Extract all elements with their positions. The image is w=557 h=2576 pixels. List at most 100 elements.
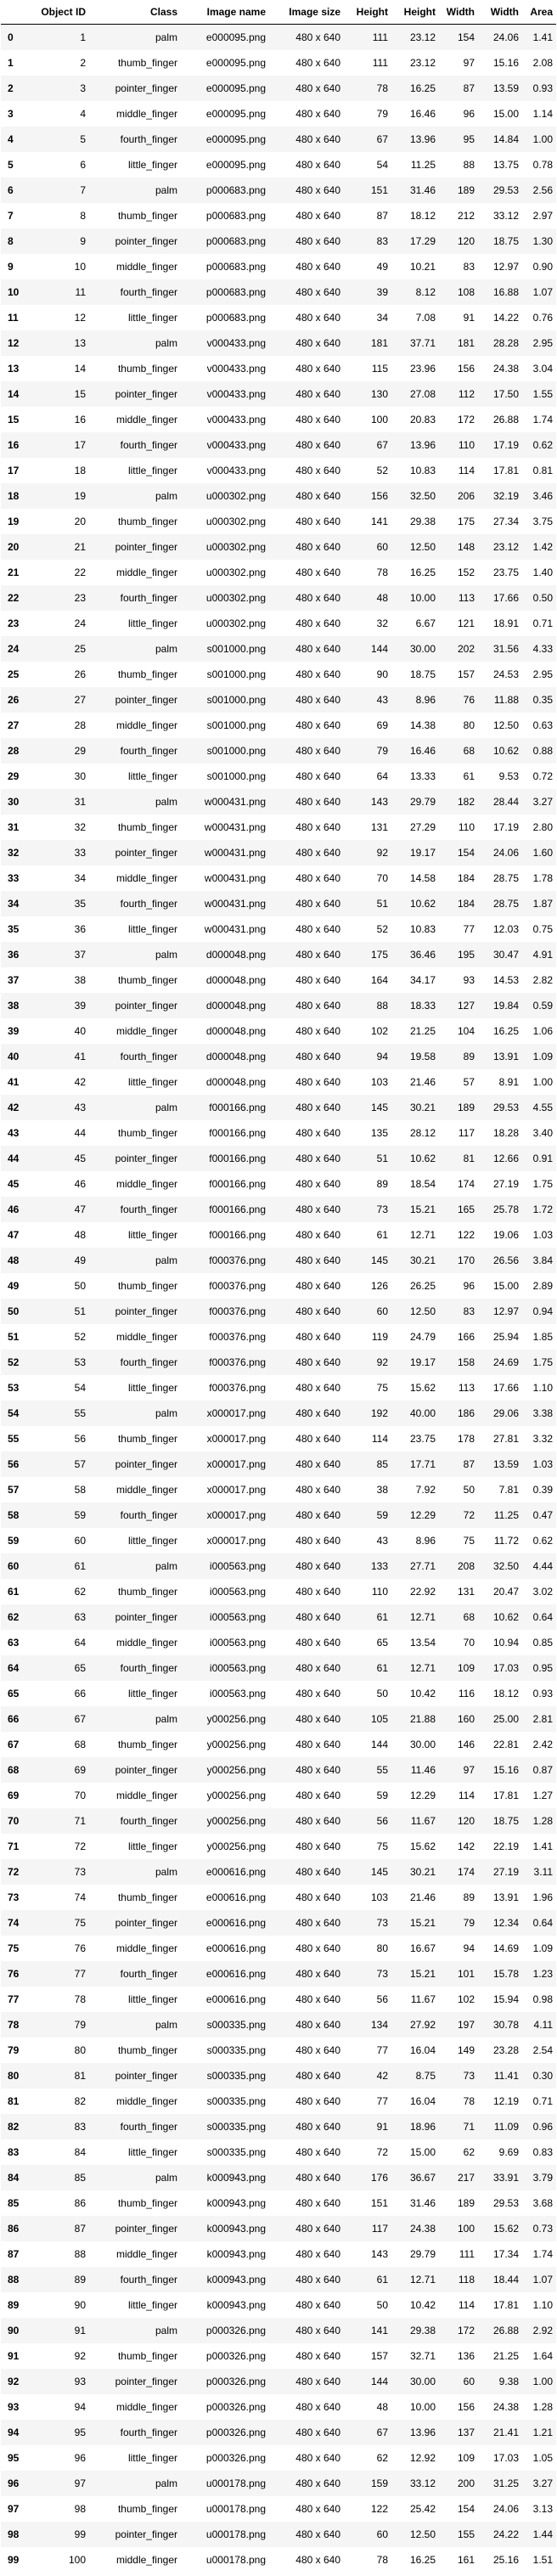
height-px-cell: 34 [376, 311, 388, 324]
area-cell: 4.55 [532, 1101, 553, 1113]
table-row: 86 87 pointer_finger k000943.png 480 x 640 11… [1, 2215, 556, 2241]
object-id-cell: 91 [74, 2324, 86, 2336]
image-name-cell: s001000.png [206, 668, 266, 680]
row-index: 89 [8, 2298, 20, 2311]
area-cell: 1.00 [532, 1075, 553, 1088]
width-pct-cell: 10.94 [492, 1636, 519, 1649]
image-name-cell: p000683.png [205, 234, 266, 247]
width-px-cell: 149 [457, 2043, 475, 2056]
height-pct-cell: 12.29 [409, 1789, 436, 1801]
area-cell: 3.46 [532, 489, 553, 502]
object-id-cell: 93 [74, 2375, 86, 2387]
image-size-cell: 480 x 640 [295, 948, 340, 961]
row-index: 87 [8, 2247, 20, 2260]
height-px-cell: 67 [376, 132, 388, 145]
width-px-cell: 109 [457, 2451, 475, 2464]
width-pct-cell: 13.59 [492, 82, 519, 94]
table-row: 34 35 fourth_finger w000431.png 480 x 640 51 1… [1, 890, 556, 916]
width-px-cell: 160 [457, 1712, 475, 1725]
row-index: 22 [8, 591, 20, 604]
row-index: 53 [8, 1381, 20, 1394]
row-index: 74 [8, 1916, 20, 1929]
width-pct-cell: 9.38 [498, 2375, 519, 2387]
class-cell: palm [155, 2018, 177, 2031]
height-pct-cell: 14.58 [409, 871, 436, 884]
height-px-cell: 130 [370, 387, 388, 400]
row-index: 31 [8, 820, 20, 833]
class-cell: fourth_finger [120, 1967, 177, 1980]
image-size-cell: 480 x 640 [295, 1152, 340, 1164]
image-name-cell: e000616.png [205, 1967, 266, 1980]
image-size-cell: 480 x 640 [295, 1483, 340, 1496]
width-px-cell: 142 [457, 1840, 475, 1852]
width-px-cell: 110 [458, 820, 475, 833]
area-cell: 1.72 [532, 1203, 553, 1215]
area-cell: 0.73 [532, 2222, 553, 2235]
height-px-cell: 75 [376, 1840, 388, 1852]
object-id-cell: 48 [74, 1228, 86, 1241]
width-px-cell: 186 [457, 1406, 475, 1419]
row-index: 79 [8, 2043, 20, 2056]
table-row: 20 21 pointer_finger u000302.png 480 x 640 60… [1, 533, 556, 560]
row-index: 30 [8, 795, 20, 808]
width-px-cell: 197 [457, 2018, 475, 2031]
table-row: 30 31 palm w000431.png 480 x 640 143 29.79 182 2… [1, 788, 556, 815]
table-row: 65 66 little_finger i000563.png 480 x 640 50 1… [1, 1680, 556, 1706]
row-index: 17 [8, 464, 20, 476]
object-id-cell: 75 [74, 1916, 86, 1929]
width-px-cell: 113 [458, 591, 475, 604]
area-cell: 3.02 [532, 1585, 553, 1598]
image-size-header: Image size [269, 0, 344, 25]
area-cell: 1.42 [532, 540, 553, 553]
class-cell: fourth_finger [120, 744, 177, 757]
image-name-cell: w000431.png [204, 820, 266, 833]
class-cell: palm [155, 183, 177, 196]
table-row: 83 84 little_finger s000335.png 480 x 640 72 1… [1, 2139, 556, 2165]
object-id-cell: 88 [74, 2247, 86, 2260]
width-pct-cell: 28.75 [492, 897, 519, 910]
width-px-cell: 161 [457, 2553, 475, 2566]
row-index: 34 [8, 897, 20, 910]
image-name-cell: f000166.png [209, 1228, 266, 1241]
image-name-cell: e000095.png [205, 107, 266, 120]
height-pct-cell: 28.12 [409, 1126, 436, 1139]
table-row: 48 49 palm f000376.png 480 x 640 145 30.21 170 2… [1, 1247, 556, 1273]
width-px-cell: 104 [457, 1024, 475, 1037]
image-size-cell: 480 x 640 [295, 2451, 340, 2464]
row-index: 4 [8, 132, 14, 145]
row-index: 67 [8, 1738, 20, 1750]
image-size-cell: 480 x 640 [295, 744, 340, 757]
row-index: 8 [8, 234, 14, 247]
table-row: 21 22 middle_finger u000302.png 480 x 640 78 1… [1, 559, 556, 585]
height-pct-cell: 29.79 [409, 2247, 436, 2260]
height-px-cell: 78 [376, 566, 388, 578]
object-id-cell: 63 [74, 1610, 86, 1623]
area-cell: 2.97 [532, 209, 553, 222]
object-id-cell: 78 [74, 1993, 86, 2005]
area-cell: 1.07 [532, 2273, 553, 2286]
width-px-cell: 72 [463, 1508, 475, 1521]
area-cell: 3.38 [532, 1406, 553, 1419]
width-pct-cell: 25.00 [492, 1712, 519, 1725]
header-row: Object ID Class Image name Image size Height… [1, 0, 556, 25]
table-row: 93 94 middle_finger p000326.png 480 x 640 48 1… [1, 2393, 556, 2420]
width-px-cell: 71 [463, 2120, 475, 2133]
row-index: 59 [8, 1534, 20, 1547]
height-pct-cell: 13.96 [409, 2426, 436, 2438]
height-pct-cell: 23.96 [409, 362, 436, 375]
table-row: 95 96 little_finger p000326.png 480 x 640 62 1… [1, 2444, 556, 2471]
image-size-cell: 480 x 640 [295, 2069, 340, 2082]
width-px-cell: 102 [457, 1993, 475, 2005]
width-px-cell: 136 [457, 2349, 475, 2362]
area-cell: 2.08 [532, 56, 553, 69]
class-cell: middle_finger [115, 1483, 177, 1496]
image-size-cell: 480 x 640 [295, 1457, 340, 1470]
table-row: 16 17 fourth_finger v000433.png 480 x 640 67 1… [1, 431, 556, 458]
area-cell: 1.03 [532, 1457, 553, 1470]
area-cell: 2.92 [532, 2324, 553, 2336]
height-px-cell: 61 [376, 1610, 388, 1623]
height-px-cell: 144 [370, 2375, 388, 2387]
area-cell: 1.30 [532, 234, 553, 247]
height-pct-cell: 32.50 [409, 489, 436, 502]
width-px-cell: 100 [457, 2222, 475, 2235]
